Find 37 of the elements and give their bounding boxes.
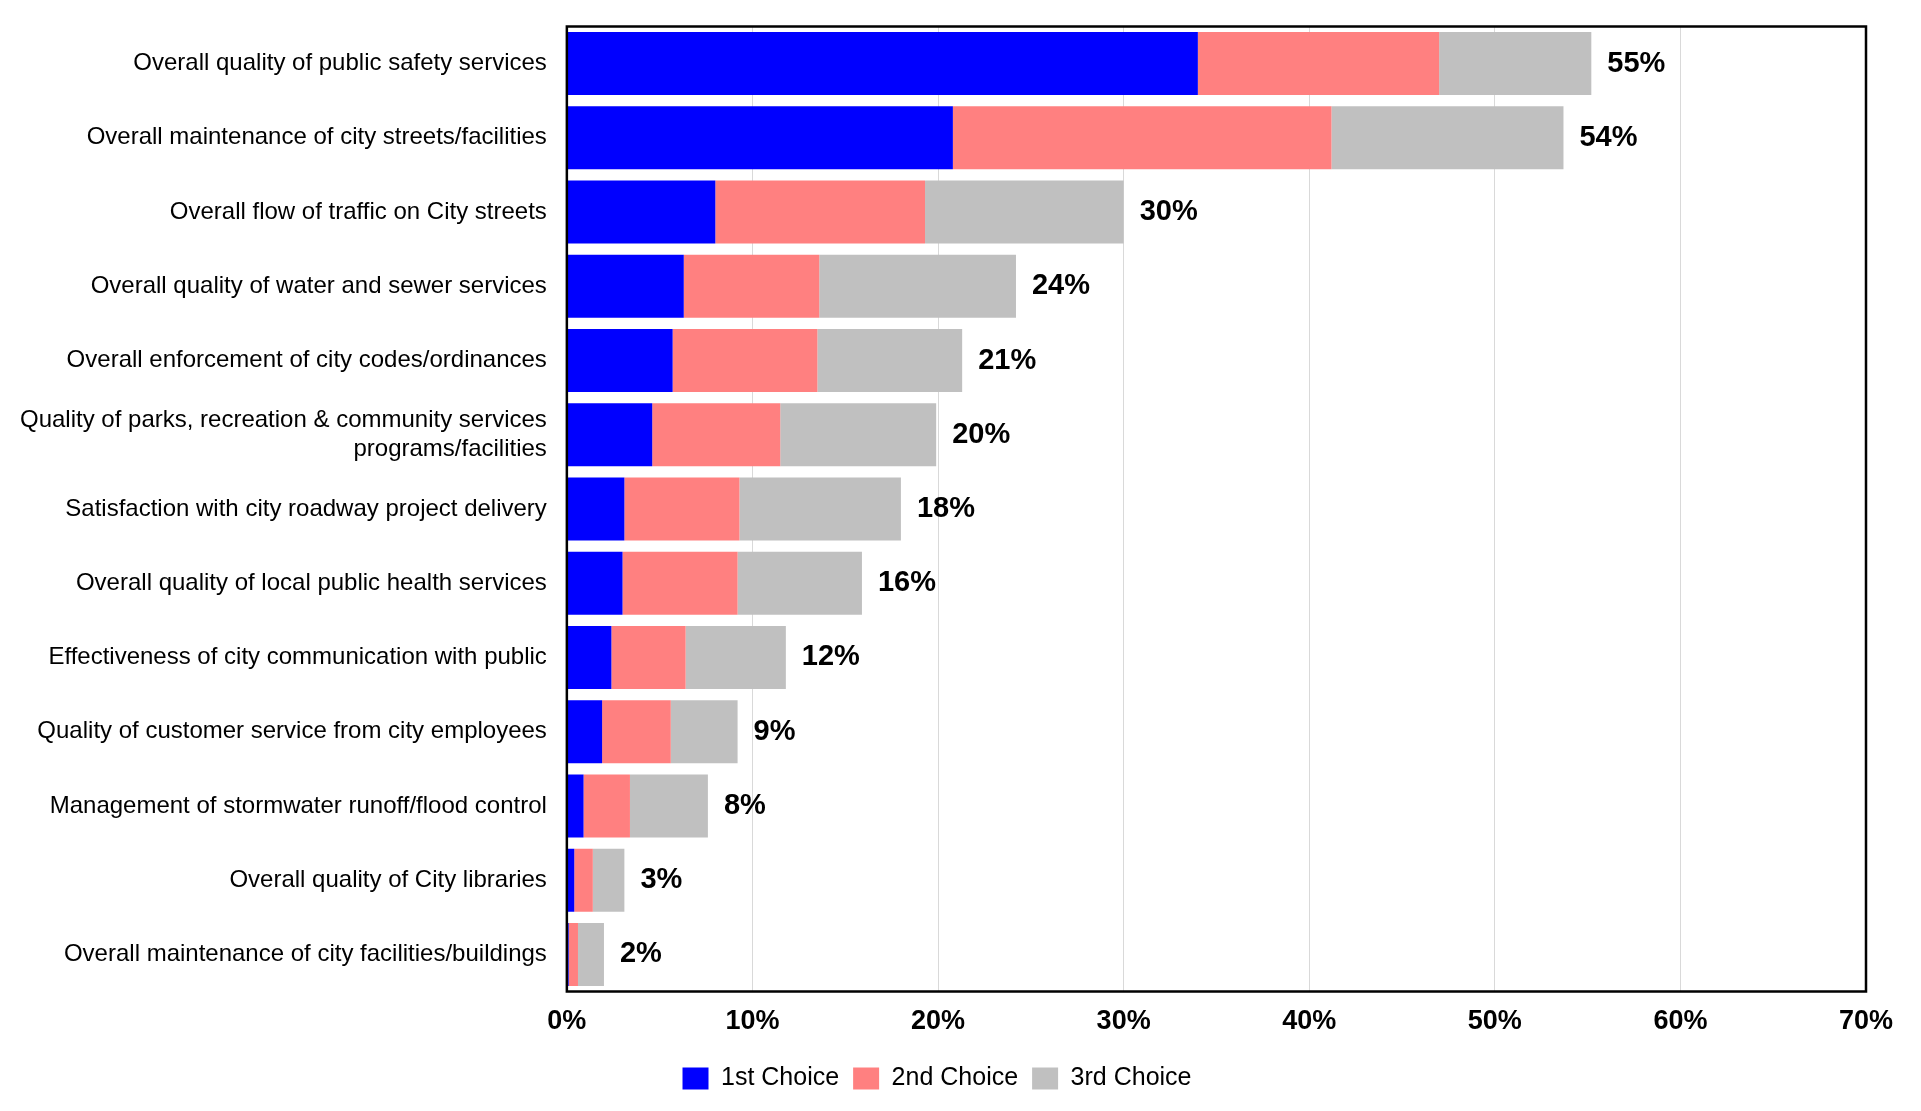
y-tick-label: Overall quality of City libraries: [229, 864, 547, 892]
y-tick-label: Overall maintenance of city streets/facilities: [86, 122, 547, 150]
total-label: 18%: [916, 491, 976, 523]
x-tick-label: 40%: [1282, 1005, 1337, 1036]
x-tick-label: 50%: [1467, 1005, 1522, 1036]
y-tick-label: Overall flow of traffic on City streets: [169, 196, 547, 224]
legend-label: 1st Choice: [721, 1062, 840, 1091]
total-label: 55%: [1607, 45, 1666, 78]
y-tick-label: Overall quality of public safety services: [133, 48, 547, 76]
x-tick-label: 70%: [1838, 1005, 1894, 1036]
total-label: 12%: [801, 639, 861, 672]
y-tick-label: Management of stormwater runoff/flood control: [49, 790, 547, 818]
x-tick-label: 0%: [547, 1005, 587, 1036]
legend-label: 2nd Choice: [891, 1062, 1019, 1091]
x-tick-label: 30%: [1096, 1005, 1151, 1036]
total-label: 54%: [1579, 119, 1638, 152]
y-tick-label: Quality of customer service from city employees: [37, 716, 547, 744]
total-label: 24%: [1031, 268, 1091, 301]
y-tick-label: Overall quality of water and sewer services: [90, 270, 547, 298]
total-label: 30%: [1139, 194, 1198, 227]
total-label: 8%: [723, 787, 767, 820]
total-label: 2%: [619, 936, 663, 969]
y-tick-label: Satisfaction with city roadway project delivery: [65, 493, 547, 521]
x-tick-label: 60%: [1653, 1005, 1708, 1036]
total-label: 20%: [952, 416, 1011, 449]
total-label: 9%: [753, 713, 796, 746]
total-label: 21%: [978, 342, 1037, 375]
y-tick-label: Overall maintenance of city facilities/buildings: [63, 939, 547, 967]
total-label: 3%: [640, 862, 683, 895]
legend-label: 3rd Choice: [1070, 1062, 1192, 1091]
total-label: 16%: [877, 565, 937, 598]
y-tick-label: Quality of parks, recreation & community services programs/facilities: [19, 404, 547, 461]
x-tick-label: 10%: [725, 1005, 780, 1036]
y-tick-label: Effectiveness of city communication with public: [48, 642, 547, 670]
x-tick-label: 20%: [911, 1005, 966, 1036]
y-tick-label: Overall enforcement of city codes/ordinances: [66, 345, 547, 373]
y-tick-label: Overall quality of local public health services: [75, 567, 547, 595]
